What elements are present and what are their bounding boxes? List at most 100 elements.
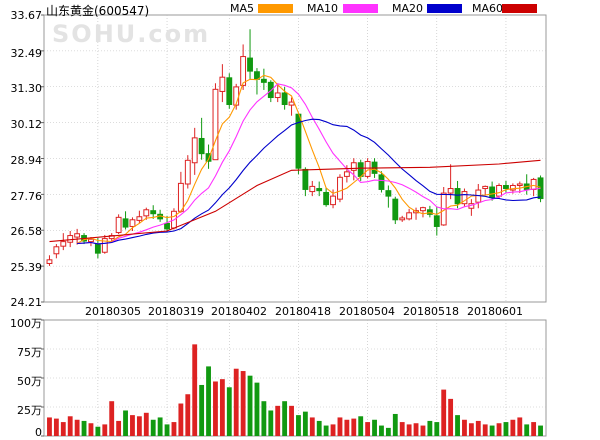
volume-bar [434, 422, 440, 436]
candle-body [288, 101, 295, 106]
candle-body [433, 215, 440, 227]
volume-bar [372, 419, 377, 436]
price-tick-label: 25.39 [10, 261, 43, 274]
volume-bar [199, 384, 205, 436]
candle-body [330, 195, 336, 206]
candle-body [385, 190, 392, 197]
candle-body [496, 185, 502, 197]
volume-bar [482, 424, 488, 436]
legend-ma20-swatch [427, 4, 462, 13]
volume-tick-label: 0 [35, 426, 42, 439]
volume-bar [233, 368, 239, 436]
candle-body [343, 171, 350, 177]
volume-bar [385, 427, 391, 436]
volume-bar [261, 401, 267, 436]
volume-bar [226, 387, 232, 436]
candle-body [46, 259, 53, 264]
candle-body [426, 209, 433, 215]
candle-body [260, 78, 267, 83]
watermark: SOHU.com [52, 20, 211, 48]
candle-body [247, 57, 253, 72]
date-tick-label: 20180518 [403, 305, 459, 318]
candle-body [392, 198, 399, 221]
volume-bar [116, 420, 122, 436]
legend-ma20-label: MA20 [392, 2, 424, 15]
volume-bar [379, 425, 384, 436]
volume-bar [192, 344, 198, 436]
candle-body [337, 176, 343, 200]
volume-bar [102, 424, 108, 436]
volume-bar [206, 366, 211, 436]
candle-body [136, 216, 143, 221]
legend-ma10-swatch [343, 4, 378, 13]
volume-bar [254, 382, 260, 436]
volume-bar [185, 394, 191, 436]
candle-body [226, 77, 233, 105]
ma10-line [77, 83, 541, 245]
candle-body [516, 183, 523, 187]
candle-body [74, 233, 81, 238]
candle-body [94, 243, 101, 254]
volume-tick-label: 50万 [17, 375, 42, 388]
candle-body [316, 188, 323, 192]
price-tick-label: 28.94 [10, 154, 43, 167]
volume-bar [81, 420, 87, 436]
candle-body [274, 92, 281, 99]
candle-body [53, 246, 60, 255]
candle-body [212, 88, 219, 161]
volume-bar [455, 415, 460, 436]
legend-ma60-swatch [502, 4, 537, 13]
legend-ma10-label: MA10 [307, 2, 339, 15]
volume-bar [413, 423, 419, 436]
volume-bar [475, 420, 481, 436]
date-tick-label: 20180601 [467, 305, 523, 318]
volume-bar [351, 418, 357, 436]
candle-body [503, 185, 509, 190]
volume-tick-label: 25万 [17, 404, 42, 417]
volume-bar [164, 424, 170, 436]
volume-bar [531, 422, 537, 436]
volume-bar [337, 417, 343, 436]
volume-bar [123, 410, 128, 436]
candle-body [406, 212, 413, 220]
candle-body [509, 185, 516, 191]
volume-bar [309, 417, 315, 436]
date-tick-label: 20180504 [339, 305, 395, 318]
volume-bar [143, 412, 149, 436]
price-tick-label: 24.21 [10, 296, 43, 309]
volume-bar [323, 425, 329, 436]
candle-body [101, 238, 108, 253]
volume-bar [489, 425, 495, 436]
candle-body [129, 219, 136, 227]
volume-bar [510, 419, 516, 436]
volume-bar [150, 419, 156, 436]
candle-body [378, 174, 385, 190]
volume-bar [441, 389, 447, 436]
volume-bar [392, 413, 398, 436]
candle-body [177, 182, 184, 212]
ma60-line [49, 159, 541, 243]
candle-body [323, 191, 330, 206]
volume-bar [74, 419, 80, 436]
candle-body [489, 186, 496, 199]
candle-body [60, 241, 67, 247]
candle-body [281, 92, 288, 105]
volume-bar [365, 422, 371, 436]
candle-body [122, 218, 129, 228]
volume-bar [268, 410, 274, 436]
candle-body [184, 159, 191, 185]
date-tick-label: 20180305 [85, 305, 141, 318]
volume-bar [178, 403, 184, 436]
volume-bar [60, 422, 66, 436]
price-tick-label: 33.67 [10, 9, 43, 22]
candle-body [399, 217, 406, 221]
volume-bar [302, 411, 308, 436]
volume-bar [136, 416, 142, 436]
volume-bar [275, 405, 281, 436]
candle-body [198, 137, 205, 155]
volume-bar [171, 422, 177, 436]
candle-body [191, 137, 198, 164]
price-tick-label: 31.30 [10, 82, 43, 95]
volume-bar [399, 422, 405, 436]
candle-body [350, 162, 357, 171]
